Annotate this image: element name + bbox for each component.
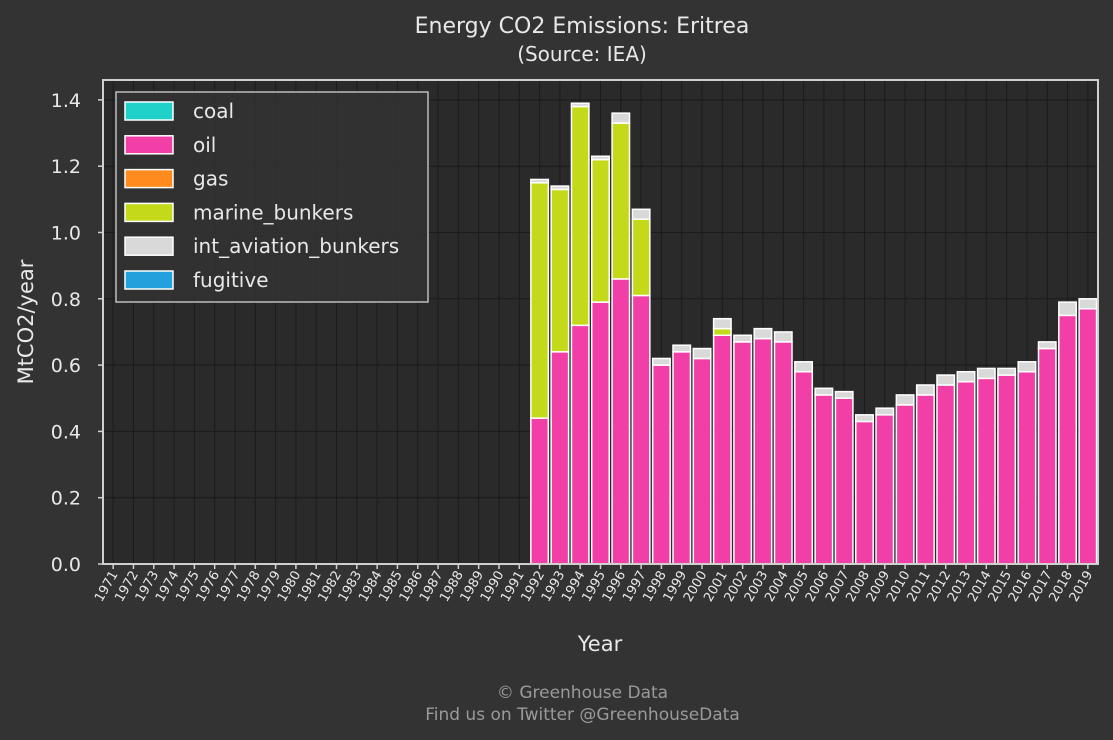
- legend-label-marine_bunkers: marine_bunkers: [193, 200, 353, 224]
- bar-oil-2009: [875, 414, 895, 565]
- y-tick-label: 0.8: [51, 289, 81, 311]
- legend-box: [115, 91, 429, 303]
- legend-swatch-int_aviation_bunkers: [124, 236, 174, 256]
- bar-int_aviation_bunkers-2008: [854, 414, 874, 423]
- legend-label-gas: gas: [193, 167, 228, 191]
- bar-oil-1994: [570, 324, 590, 565]
- bar-int_aviation_bunkers-1993: [550, 185, 570, 191]
- bar-int_aviation_bunkers-2010: [895, 394, 915, 406]
- x-axis-label: Year: [577, 632, 623, 656]
- bar-int_aviation_bunkers-2007: [834, 390, 854, 399]
- bar-int_aviation_bunkers-2018: [1058, 301, 1078, 317]
- bar-oil-2007: [834, 397, 854, 565]
- bar-oil-2016: [1017, 370, 1037, 565]
- bar-marine_bunkers-1996: [611, 122, 631, 280]
- y-tick-label: 0.4: [51, 421, 81, 443]
- bar-oil-1992: [530, 417, 550, 565]
- y-tick-label: 1.4: [51, 90, 81, 112]
- bar-oil-2002: [733, 341, 753, 565]
- bar-int_aviation_bunkers-2004: [773, 331, 793, 343]
- bar-oil-2003: [753, 337, 773, 565]
- bar-oil-2019: [1078, 307, 1098, 565]
- bar-int_aviation_bunkers-2006: [814, 387, 834, 396]
- bar-oil-2008: [854, 420, 874, 565]
- bar-int_aviation_bunkers-1998: [651, 357, 671, 366]
- bar-oil-2011: [915, 394, 935, 565]
- bar-oil-2010: [895, 404, 915, 565]
- bar-int_aviation_bunkers-2003: [753, 327, 773, 340]
- bar-int_aviation_bunkers-1999: [672, 344, 692, 353]
- bar-marine_bunkers-1993: [550, 188, 570, 353]
- bar-int_aviation_bunkers-2012: [936, 374, 956, 386]
- bar-oil-2017: [1037, 347, 1057, 565]
- bar-int_aviation_bunkers-2017: [1037, 341, 1057, 350]
- bar-oil-1998: [651, 364, 671, 565]
- credit-line-2: Find us on Twitter @GreenhouseData: [425, 705, 740, 725]
- legend: coal oil gas marine_bunkers int_aviation_bun…: [115, 91, 429, 303]
- legend-label-int_aviation_bunkers: int_aviation_bunkers: [193, 234, 399, 258]
- bar-int_aviation_bunkers-2002: [733, 334, 753, 343]
- bar-int_aviation_bunkers-2019: [1078, 298, 1098, 310]
- bar-marine_bunkers-1992: [530, 182, 550, 419]
- bar-oil-2018: [1058, 314, 1078, 565]
- y-tick-label: 0.0: [51, 554, 81, 576]
- bar-int_aviation_bunkers-2014: [976, 367, 996, 380]
- bar-oil-2013: [956, 380, 976, 565]
- bar-oil-2012: [936, 384, 956, 565]
- chart-title: Energy CO2 Emissions: Eritrea: [415, 14, 750, 39]
- bar-oil-2000: [692, 357, 712, 565]
- bar-int_aviation_bunkers-2013: [956, 370, 976, 383]
- legend-swatch-coal: [124, 101, 174, 121]
- bar-oil-1993: [550, 351, 570, 565]
- legend-label-coal: coal: [193, 99, 234, 123]
- bar-int_aviation_bunkers-1996: [611, 112, 631, 124]
- legend-swatch-oil: [124, 135, 174, 155]
- x-axis: 1971197219731974197519761977197819791980…: [92, 564, 1096, 605]
- bar-int_aviation_bunkers-2015: [997, 367, 1017, 376]
- bar-oil-1997: [631, 294, 651, 565]
- y-tick-label: 0.6: [51, 355, 81, 377]
- bar-marine_bunkers-1995: [591, 158, 610, 303]
- bar-marine_bunkers-1994: [570, 105, 590, 327]
- y-axis: 0.0 0.2 0.4 0.6 0.8 1.0 1.2 1.4: [51, 90, 103, 576]
- legend-label-oil: oil: [193, 133, 216, 157]
- bar-oil-2004: [773, 341, 793, 565]
- bar-oil-1995: [591, 301, 610, 565]
- bar-int_aviation_bunkers-2005: [794, 361, 814, 373]
- bar-int_aviation_bunkers-2009: [875, 407, 895, 416]
- bar-oil-2014: [976, 377, 996, 565]
- bar-marine_bunkers-1997: [631, 218, 651, 297]
- legend-swatch-fugitive: [124, 270, 174, 290]
- bar-int_aviation_bunkers-1994: [570, 102, 590, 108]
- bar-marine_bunkers-2001: [712, 327, 732, 337]
- y-axis-label: MtCO2/year: [14, 259, 38, 384]
- credit-line-1: © Greenhouse Data: [496, 683, 669, 703]
- bar-oil-1996: [611, 278, 631, 565]
- legend-swatch-gas: [124, 168, 174, 189]
- bar-int_aviation_bunkers-1995: [591, 155, 610, 161]
- y-tick-label: 1.2: [51, 156, 81, 178]
- bar-oil-2001: [712, 334, 732, 565]
- legend-label-fugitive: fugitive: [193, 268, 269, 292]
- bars: [530, 102, 1098, 565]
- bar-int_aviation_bunkers-2011: [915, 384, 935, 396]
- y-tick-label: 1.0: [51, 222, 81, 244]
- bar-oil-1999: [672, 351, 692, 565]
- bar-oil-2006: [814, 394, 834, 565]
- bar-int_aviation_bunkers-2000: [692, 347, 712, 360]
- bar-int_aviation_bunkers-2016: [1017, 361, 1037, 373]
- bar-oil-2005: [794, 370, 814, 565]
- legend-swatch-marine_bunkers: [124, 202, 174, 223]
- chart-subtitle: (Source: IEA): [517, 42, 647, 66]
- bar-int_aviation_bunkers-1997: [631, 208, 651, 220]
- bar-oil-2015: [997, 374, 1017, 565]
- bar-int_aviation_bunkers-2001: [712, 317, 732, 330]
- bar-int_aviation_bunkers-1992: [530, 178, 550, 184]
- y-tick-label: 0.2: [51, 488, 81, 510]
